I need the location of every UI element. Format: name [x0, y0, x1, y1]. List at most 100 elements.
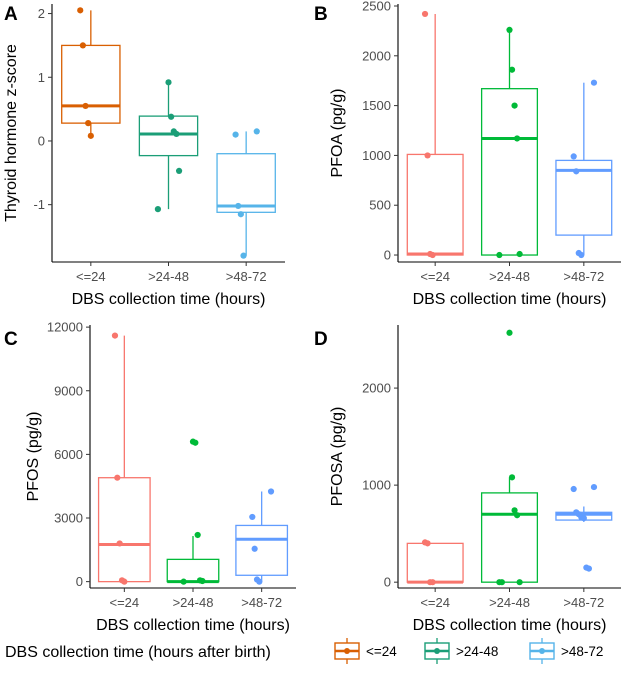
box-iqr [480, 88, 539, 256]
x-tick-label: <=24 [110, 595, 140, 610]
data-point [87, 132, 94, 139]
panel-letter: B [314, 4, 328, 25]
y-tick-label: 2500 [362, 0, 391, 13]
legend-label: <=24 [366, 644, 397, 659]
data-point [424, 540, 431, 547]
y-tick-label: 0 [384, 248, 391, 263]
box-iqr [406, 542, 464, 583]
data-point [194, 531, 201, 539]
y-tick-label: 1000 [362, 148, 391, 163]
legend-item-1: <=24 [334, 638, 397, 664]
data-point [511, 507, 518, 514]
x-axis-title: DBS collection time (hours) [413, 617, 607, 634]
box-iqr [166, 558, 220, 583]
data-point [514, 135, 521, 142]
y-axis-title: PFOA (pg/g) [329, 89, 346, 178]
data-point [121, 578, 128, 585]
data-point [240, 252, 247, 259]
data-point [111, 332, 119, 339]
data-point [585, 565, 593, 572]
y-tick-label: 1500 [362, 98, 391, 113]
y-tick-label: -1 [33, 197, 45, 212]
data-point [79, 42, 86, 49]
x-tick-label: >48-72 [241, 595, 282, 610]
x-tick-label: >24-48 [489, 595, 530, 610]
data-point [516, 250, 523, 258]
data-point [590, 483, 598, 491]
data-point [192, 439, 199, 446]
y-tick-label: 6000 [54, 447, 83, 462]
box-2 [480, 477, 539, 583]
data-point [180, 578, 187, 585]
x-tick-label: >24-48 [489, 269, 530, 284]
data-point [578, 251, 585, 259]
box-2 [480, 29, 539, 256]
y-tick-label: 2000 [362, 48, 391, 63]
box-1 [61, 10, 121, 136]
data-point [506, 26, 513, 33]
legend-key-point [434, 648, 440, 654]
data-point [235, 202, 242, 210]
y-tick-label: 0 [76, 574, 83, 589]
panel-a: A -1 0 1 2 <=24 >24-48 >48-72 DBS collection tim… [3, 4, 285, 308]
box-iqr [406, 153, 464, 256]
panel-c: C 0 3000 6000 9000 12000 <=24 >24-48 >48-72 DBS c… [4, 320, 296, 634]
panel-d: D 0 1000 2000 <=24 >24-48 >48-72 DBS collection… [314, 325, 621, 634]
data-point [590, 79, 598, 86]
y-tick-label: 12000 [47, 320, 83, 335]
data-point [511, 102, 518, 109]
data-point [165, 79, 172, 86]
data-point [516, 579, 523, 586]
box-iqr [216, 153, 276, 213]
data-point [253, 128, 260, 135]
x-tick-label: >24-48 [173, 595, 214, 610]
box-3 [216, 131, 276, 256]
legend-title: DBS collection time (hours after birth) [5, 644, 271, 661]
data-point [570, 153, 577, 160]
y-tick-label: 2 [38, 6, 45, 21]
legend-item-2: >24-48 [424, 638, 498, 664]
data-point [256, 578, 263, 585]
y-axis-title: Thyroid hormone z-score [3, 44, 20, 222]
box-iqr [555, 159, 613, 236]
panel-letter: A [4, 4, 18, 25]
data-point [267, 488, 275, 495]
box-1 [97, 335, 151, 583]
x-tick-label: >48-72 [226, 269, 267, 284]
box-iqr [138, 115, 199, 157]
data-point [77, 7, 84, 14]
data-point [580, 515, 587, 522]
data-point [573, 168, 580, 175]
box-iqr [61, 44, 121, 124]
legend: DBS collection time (hours after birth) … [5, 638, 603, 664]
data-point [82, 102, 89, 110]
y-tick-label: 1000 [362, 478, 391, 493]
legend-label: >48-72 [561, 644, 603, 659]
data-point [168, 113, 175, 120]
panel-letter: C [4, 329, 18, 350]
data-point [175, 167, 183, 175]
data-point [506, 329, 513, 336]
panels: A -1 0 1 2 <=24 >24-48 >48-72 DBS collection tim… [3, 0, 621, 634]
data-point [199, 577, 206, 585]
box-2 [138, 82, 199, 210]
x-axis-title: DBS collection time (hours) [96, 617, 290, 634]
box-3 [235, 491, 289, 582]
y-tick-label: 3000 [54, 511, 83, 526]
data-point [116, 540, 123, 547]
data-point [114, 474, 121, 481]
box-1 [406, 542, 464, 584]
y-tick-label: 9000 [54, 383, 83, 398]
box-2 [166, 536, 220, 584]
panel-letter: D [314, 329, 328, 350]
data-point [232, 131, 239, 138]
data-point [429, 579, 436, 586]
legend-key-point [539, 648, 545, 654]
data-point [496, 251, 503, 259]
data-point [251, 545, 258, 552]
y-axis-title: PFOS (pg/g) [25, 412, 42, 502]
x-tick-label: <=24 [76, 269, 106, 284]
x-axis-title: DBS collection time (hours) [72, 291, 266, 308]
x-tick-label: <=24 [420, 595, 450, 610]
legend-item-3: >48-72 [529, 638, 603, 664]
